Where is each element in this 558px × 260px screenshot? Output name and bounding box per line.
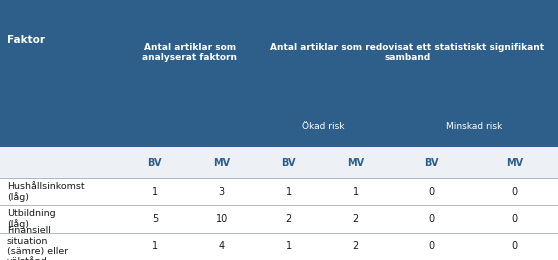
Text: 1: 1 (353, 187, 359, 197)
Bar (0, 233, 558, 260)
Text: 3: 3 (219, 187, 225, 197)
Text: 5: 5 (152, 214, 158, 224)
Text: Utbildning
(låg): Utbildning (låg) (7, 209, 55, 229)
Text: 2: 2 (286, 214, 292, 224)
Text: 2: 2 (353, 241, 359, 251)
Text: BV: BV (424, 158, 438, 167)
Text: Antal artiklar som
analyserat faktorn: Antal artiklar som analyserat faktorn (142, 43, 237, 62)
Text: BV: BV (148, 158, 162, 167)
Text: 4: 4 (219, 241, 225, 251)
Text: Ökad risk: Ökad risk (302, 122, 345, 131)
Text: 0: 0 (512, 241, 518, 251)
Text: Faktor: Faktor (7, 35, 45, 45)
Text: 1: 1 (286, 187, 292, 197)
Text: MV: MV (213, 158, 230, 167)
Text: Hushållsinkomst
(låg): Hushållsinkomst (låg) (7, 181, 84, 202)
Text: Finansiell
situation
(sämre) eller
välstånd: Finansiell situation (sämre) eller välst… (7, 226, 68, 260)
Text: 0: 0 (512, 214, 518, 224)
Bar (257, 105, 558, 147)
Text: 2: 2 (353, 214, 359, 224)
Text: 0: 0 (428, 187, 434, 197)
Text: Antal artiklar som redovisat ett statistiskt signifikant
samband: Antal artiklar som redovisat ett statist… (270, 43, 545, 62)
Text: 1: 1 (152, 241, 158, 251)
Text: 1: 1 (152, 187, 158, 197)
Bar (0, 205, 558, 233)
Bar (0, 0, 558, 105)
Bar (0, 105, 257, 147)
Text: 0: 0 (512, 187, 518, 197)
Text: BV: BV (282, 158, 296, 167)
Text: MV: MV (347, 158, 364, 167)
Text: 0: 0 (428, 214, 434, 224)
Text: 0: 0 (428, 241, 434, 251)
Text: Minskad risk: Minskad risk (446, 122, 502, 131)
Bar (0, 178, 558, 205)
Bar (0, 147, 558, 178)
Text: MV: MV (506, 158, 523, 167)
Text: 1: 1 (286, 241, 292, 251)
Text: 10: 10 (216, 214, 228, 224)
